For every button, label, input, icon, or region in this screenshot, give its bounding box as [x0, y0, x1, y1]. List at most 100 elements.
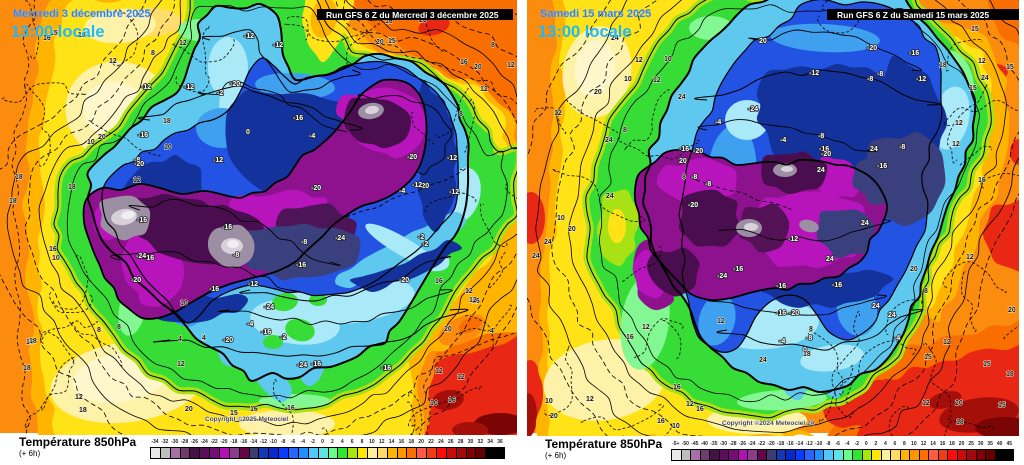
- svg-text:24: 24: [817, 167, 825, 174]
- svg-text:16: 16: [472, 298, 480, 305]
- svg-text:12: 12: [179, 40, 187, 47]
- svg-text:4: 4: [490, 328, 494, 335]
- svg-text:-24: -24: [748, 106, 758, 113]
- svg-text:Run GFS 6 Z du Mercredi 3 déce: Run GFS 6 Z du Mercredi 3 décembre 2025: [326, 10, 499, 20]
- svg-text:12: 12: [457, 374, 465, 381]
- svg-text:-20: -20: [688, 202, 698, 209]
- svg-text:13:00 locale: 13:00 locale: [11, 23, 105, 41]
- svg-text:-16: -16: [679, 146, 689, 153]
- svg-text:15: 15: [971, 26, 979, 33]
- svg-text:-8: -8: [301, 239, 307, 246]
- svg-text:12: 12: [133, 177, 141, 184]
- svg-text:-12: -12: [213, 157, 223, 164]
- svg-text:16: 16: [696, 406, 704, 413]
- svg-text:-20: -20: [867, 45, 877, 52]
- svg-text:15: 15: [230, 410, 238, 417]
- svg-text:20: 20: [419, 17, 427, 24]
- svg-text:18: 18: [803, 351, 811, 358]
- svg-text:-4: -4: [309, 133, 315, 140]
- svg-text:18: 18: [23, 365, 31, 372]
- svg-text:18: 18: [939, 62, 947, 69]
- svg-text:8: 8: [97, 327, 101, 334]
- svg-text:12: 12: [507, 62, 515, 69]
- svg-text:-20: -20: [131, 277, 141, 284]
- svg-text:18: 18: [78, 32, 86, 39]
- svg-text:-12: -12: [447, 155, 457, 162]
- svg-text:-12: -12: [788, 236, 798, 243]
- svg-text:10: 10: [164, 144, 172, 151]
- svg-text:-4: -4: [247, 321, 253, 328]
- svg-text:-4: -4: [779, 338, 785, 345]
- svg-text:8: 8: [682, 174, 686, 181]
- svg-text:-8: -8: [867, 76, 873, 83]
- svg-text:16: 16: [978, 177, 986, 184]
- svg-text:8: 8: [151, 50, 155, 57]
- svg-text:20: 20: [679, 158, 687, 165]
- svg-text:-20: -20: [821, 151, 831, 158]
- svg-text:20: 20: [955, 400, 963, 407]
- svg-text:12: 12: [717, 318, 725, 325]
- svg-text:12: 12: [952, 141, 960, 148]
- svg-text:18: 18: [29, 338, 37, 345]
- svg-text:-16: -16: [138, 132, 148, 139]
- svg-text:12: 12: [922, 400, 930, 407]
- svg-text:16: 16: [448, 397, 456, 404]
- svg-text:-16: -16: [293, 115, 303, 122]
- svg-text:10: 10: [52, 255, 60, 262]
- svg-text:-12: -12: [244, 33, 254, 40]
- svg-text:16: 16: [49, 246, 57, 253]
- svg-text:12: 12: [554, 110, 562, 117]
- svg-text:-16: -16: [222, 224, 232, 231]
- svg-text:-12: -12: [248, 281, 258, 288]
- svg-text:24: 24: [606, 193, 614, 200]
- svg-text:24: 24: [826, 256, 834, 263]
- svg-text:18: 18: [956, 419, 964, 426]
- svg-text:8: 8: [623, 127, 627, 134]
- svg-text:24: 24: [870, 146, 878, 153]
- svg-text:-16: -16: [261, 329, 271, 336]
- svg-text:10: 10: [87, 139, 95, 146]
- svg-text:18: 18: [1006, 371, 1014, 378]
- svg-text:15: 15: [924, 354, 932, 361]
- svg-text:12: 12: [469, 297, 477, 304]
- svg-text:24: 24: [605, 137, 613, 144]
- svg-text:18: 18: [15, 174, 23, 181]
- svg-text:-12: -12: [273, 42, 283, 49]
- svg-text:8: 8: [924, 288, 928, 295]
- svg-text:-16: -16: [144, 255, 154, 262]
- svg-text:24: 24: [888, 312, 896, 319]
- svg-text:20: 20: [594, 89, 602, 96]
- svg-text:4: 4: [178, 336, 182, 343]
- svg-text:16: 16: [435, 278, 443, 285]
- svg-text:12: 12: [586, 396, 594, 403]
- svg-text:15: 15: [983, 361, 991, 368]
- svg-text:-20: -20: [399, 277, 409, 284]
- svg-text:15: 15: [998, 402, 1006, 409]
- svg-text:-12: -12: [141, 84, 151, 91]
- svg-text:24: 24: [544, 239, 552, 246]
- svg-text:20: 20: [185, 406, 193, 413]
- svg-text:Run GFS 6 Z du Samedi 15 mars: Run GFS 6 Z du Samedi 15 mars 2025: [837, 10, 989, 20]
- svg-text:20: 20: [568, 226, 576, 233]
- svg-text:-16: -16: [733, 266, 743, 273]
- svg-text:-8: -8: [134, 157, 140, 164]
- svg-text:-12: -12: [412, 182, 422, 189]
- svg-text:20: 20: [550, 413, 558, 420]
- svg-text:Samedi 15 mars 2025: Samedi 15 mars 2025: [540, 8, 651, 20]
- svg-text:-24: -24: [136, 253, 146, 260]
- svg-text:18: 18: [68, 184, 76, 191]
- svg-text:-16: -16: [311, 361, 321, 368]
- svg-text:Mercredi 3 décembre 2025: Mercredi 3 décembre 2025: [13, 8, 151, 20]
- svg-text:12: 12: [465, 288, 473, 295]
- svg-text:-16: -16: [381, 365, 391, 372]
- svg-text:15: 15: [969, 85, 977, 92]
- svg-text:-2: -2: [422, 241, 428, 248]
- svg-text:-16: -16: [137, 217, 147, 224]
- svg-text:24: 24: [759, 357, 767, 364]
- svg-text:-20: -20: [693, 148, 703, 155]
- svg-text:10: 10: [624, 76, 632, 83]
- svg-text:12: 12: [955, 120, 963, 127]
- svg-text:12: 12: [978, 58, 986, 65]
- svg-text:12: 12: [653, 77, 661, 84]
- svg-text:10: 10: [664, 56, 672, 63]
